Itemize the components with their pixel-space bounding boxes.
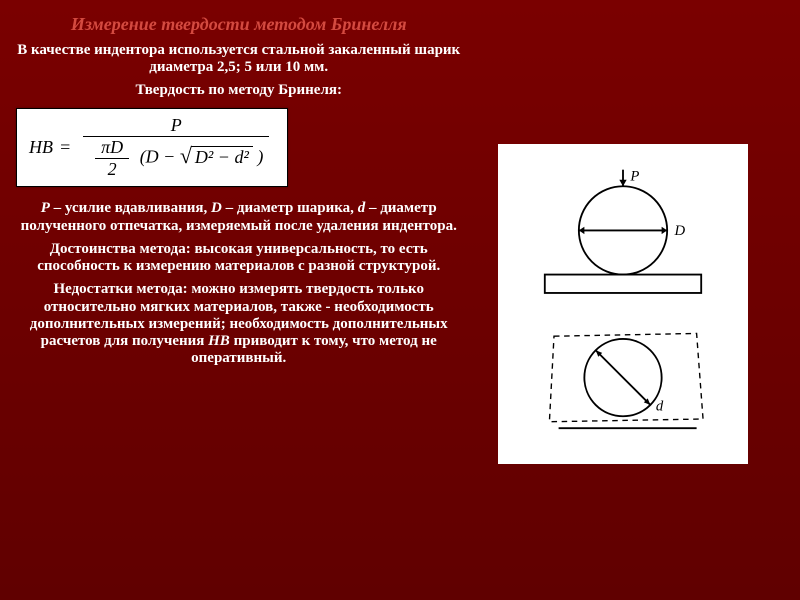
sample-sheet [549,333,703,421]
label-P: P [629,169,639,185]
figure-frame: D Pd [498,144,748,464]
surface-block [545,275,701,293]
slide: Измерение твердости методом Бринелля В к… [0,0,800,600]
paragraph-pros: Достоинства метода: высокая универсально… [16,241,461,276]
formula: HB = P πD 2 (D − √ D² − d² [29,115,275,180]
formula-denominator: πD 2 (D − √ D² − d² ) [83,137,269,180]
paragraph-intro: В качестве индентора используется стальн… [16,42,461,77]
formula-box: HB = P πD 2 (D − √ D² − d² [16,108,288,187]
arrowhead [619,180,626,186]
formula-sqrt: √ D² − d² [180,146,253,168]
slide-title: Измерение твердости методом Бринелля [71,14,407,35]
text-column: Измерение твердости методом Бринелля В к… [16,14,461,586]
figure-column: D Pd [461,14,784,586]
imprint-diameter-line [595,350,650,405]
label-d: d [656,398,664,414]
paragraph-variables: P – усилие вдавливания, D – диаметр шари… [16,200,461,235]
paragraph-cons: Недостатки метода: можно измерять твердо… [16,281,461,367]
formula-fraction: P πD 2 (D − √ D² − d² ) [83,115,269,180]
formula-numerator: P [165,115,188,136]
brinell-figure: D Pd [508,154,738,454]
formula-lhs: HB [29,137,53,158]
formula-eq: = [59,137,71,158]
paragraph-formula-lead: Твердость по методу Бринеля: [135,82,342,99]
label-D: D [673,223,685,239]
